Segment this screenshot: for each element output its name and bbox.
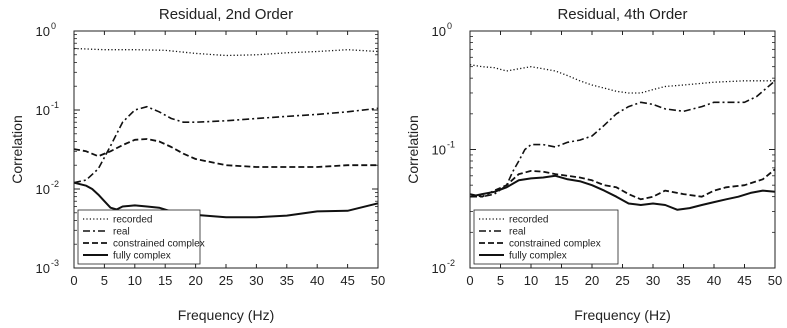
- tick-base: 10: [432, 261, 446, 276]
- chart1-series-real: [73, 105, 379, 184]
- chart2-x-tick-label: 15: [554, 273, 568, 288]
- chart2-x-tick-label: 5: [497, 273, 504, 288]
- chart2-legend-label: constrained complex: [509, 239, 601, 250]
- chart1-x-axis-label: Frequency (Hz): [178, 307, 274, 323]
- chart1-y-tick-label: 10: [36, 103, 50, 118]
- chart2-x-tick-label: 10: [524, 273, 538, 288]
- chart1-legend-label: fully complex: [113, 251, 171, 262]
- chart2-y-tick-label: 10: [432, 261, 446, 276]
- chart1-y-tick-exponent: 0: [51, 21, 56, 31]
- chart1-x-tick-label: 35: [280, 273, 294, 288]
- chart1-x-tick-label: 5: [101, 273, 108, 288]
- chart1-legend-label: constrained complex: [113, 239, 205, 250]
- tick-base: 10: [432, 24, 446, 39]
- chart2-title: Residual, 4th Order: [557, 6, 687, 23]
- chart2-x-tick-label: 0: [466, 273, 473, 288]
- chart2-x-tick-label: 45: [737, 273, 751, 288]
- chart1-series-recorded: [73, 47, 379, 57]
- chart2-y-tick-exponent: -1: [447, 140, 455, 150]
- chart1-x-tick-label: 45: [340, 273, 354, 288]
- tick-base: 10: [36, 182, 50, 197]
- chart2-x-tick-label: 25: [615, 273, 629, 288]
- chart1-x-tick-label: 20: [188, 273, 202, 288]
- chart2-x-tick-label: 20: [585, 273, 599, 288]
- chart2-series-real: [470, 80, 776, 198]
- chart2-legend-label: recorded: [509, 215, 548, 226]
- chart1-title: Residual, 2nd Order: [159, 6, 293, 23]
- chart2-series-constrained-complex: [469, 168, 776, 201]
- chart1-plot-frame: [73, 30, 379, 269]
- chart1-x-tick-label: 0: [70, 273, 77, 288]
- chart2-y-axis-label: Correlation: [405, 115, 421, 183]
- chart1-x-tick-label: 50: [371, 273, 385, 288]
- tick-base: 10: [36, 261, 50, 276]
- chart1-y-tick-exponent: -2: [51, 179, 59, 189]
- chart1-y-tick-label: 10: [36, 182, 50, 197]
- chart1-x-tick-label: 15: [158, 273, 172, 288]
- chart1-x-tick-label: 10: [128, 273, 142, 288]
- chart2-y-tick-label: 10: [432, 143, 446, 158]
- chart2-y-tick-exponent: -2: [447, 258, 455, 268]
- chart1-x-tick-label: 30: [249, 273, 263, 288]
- chart2-x-tick-label: 50: [768, 273, 782, 288]
- tick-base: 10: [36, 24, 50, 39]
- chart1-series-fully-complex: [73, 181, 379, 219]
- chart1-legend-label: real: [113, 227, 130, 238]
- chart2-x-tick-label: 30: [646, 273, 660, 288]
- tick-base: 10: [36, 103, 50, 118]
- tick-base: 10: [432, 143, 446, 158]
- chart2-legend-label: real: [509, 227, 526, 238]
- chart1-x-tick-label: 40: [310, 273, 324, 288]
- chart2-legend-label: fully complex: [509, 251, 567, 262]
- chart1-x-tick-label: 25: [219, 273, 233, 288]
- chart1-y-tick-exponent: -3: [51, 258, 59, 268]
- chart1-y-tick-label: 10: [36, 261, 50, 276]
- chart1-y-tick-label: 10: [36, 24, 50, 39]
- chart2-series-fully-complex: [469, 174, 776, 211]
- chart2-y-tick-label: 10: [432, 24, 446, 39]
- chart1-y-tick-exponent: -1: [51, 100, 59, 110]
- chart2-x-tick-label: 35: [676, 273, 690, 288]
- chart2-plot-frame: [469, 30, 776, 269]
- chart2-series-recorded: [469, 64, 775, 94]
- chart2-y-tick-exponent: 0: [447, 21, 452, 31]
- chart1-series-constrained-complex: [73, 138, 378, 168]
- chart2-x-tick-label: 40: [707, 273, 721, 288]
- chart1-legend-label: recorded: [113, 215, 152, 226]
- chart2-x-axis-label: Frequency (Hz): [574, 307, 670, 323]
- chart1-y-axis-label: Correlation: [9, 115, 25, 183]
